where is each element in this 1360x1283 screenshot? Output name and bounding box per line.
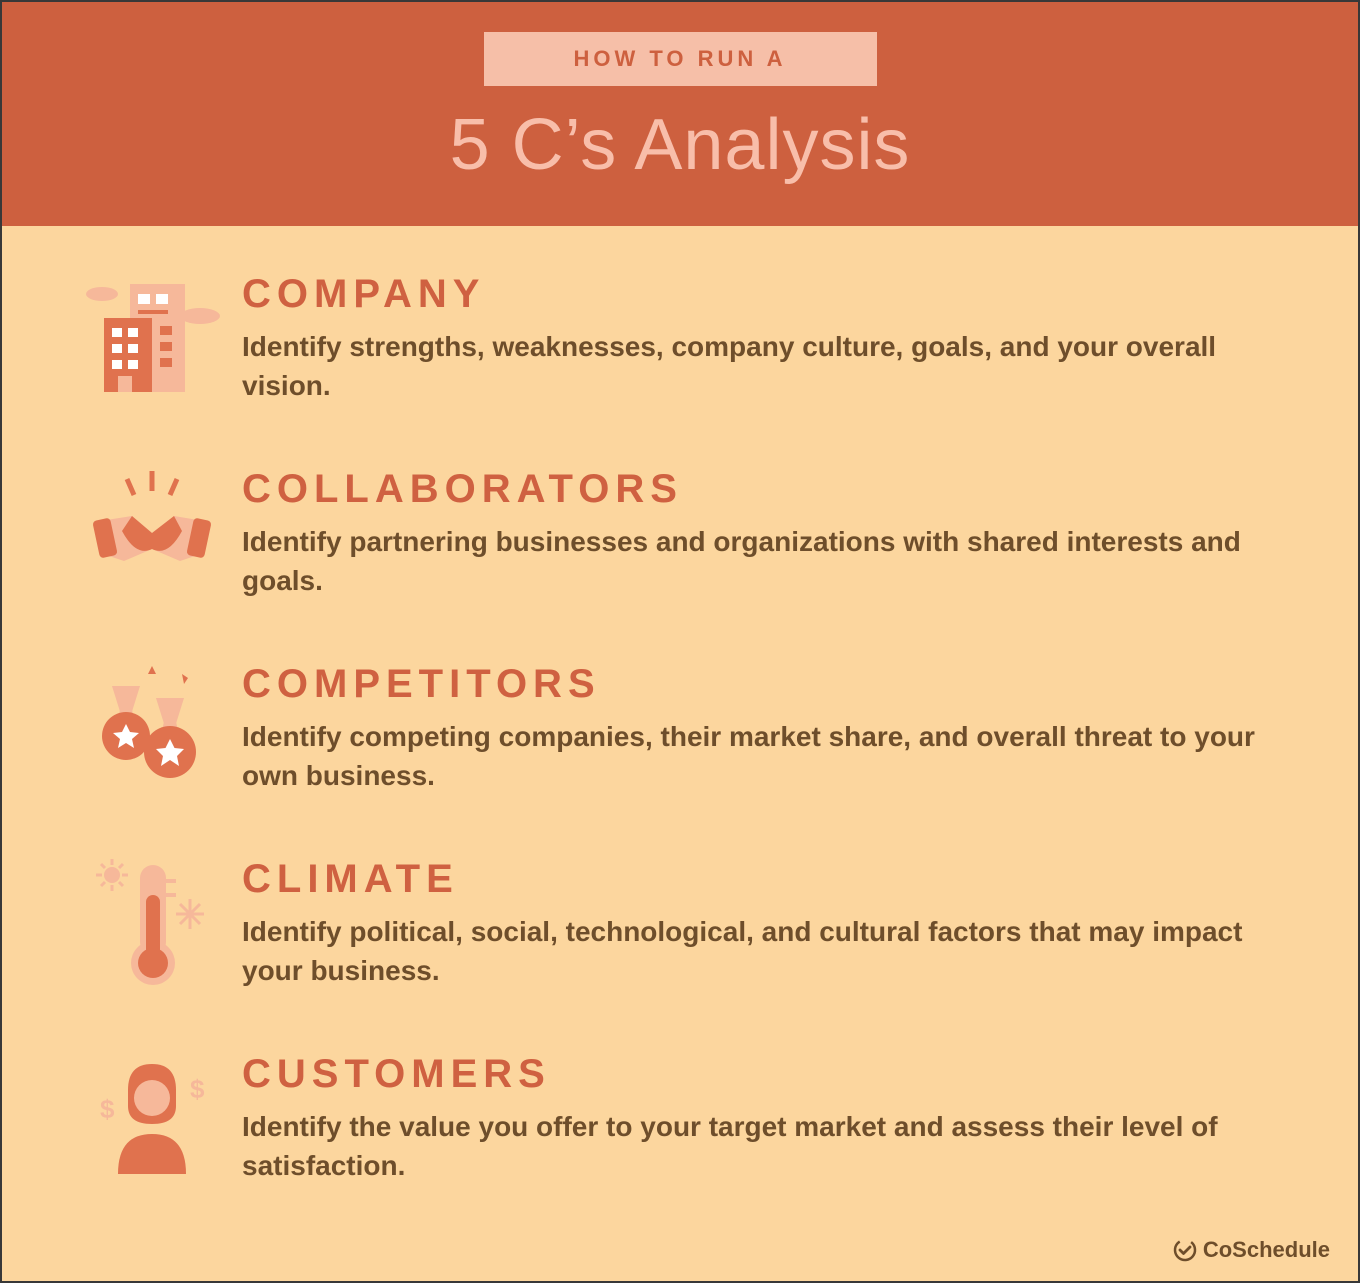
- item-heading: COMPETITORS: [242, 662, 1288, 707]
- list-item: COMPANY Identify strengths, weaknesses, …: [62, 266, 1288, 406]
- svg-text:$: $: [190, 1074, 205, 1104]
- item-description: Identify the value you offer to your tar…: [242, 1107, 1288, 1185]
- item-description: Identify partnering businesses and organ…: [242, 522, 1288, 600]
- title: 5 C’s Analysis: [2, 104, 1358, 186]
- item-heading: CUSTOMERS: [242, 1052, 1288, 1097]
- header: HOW TO RUN A 5 C’s Analysis: [2, 2, 1358, 226]
- item-description: Identify strengths, weaknesses, company …: [242, 327, 1288, 405]
- item-heading: CLIMATE: [242, 857, 1288, 902]
- item-description: Identify political, social, technologica…: [242, 912, 1288, 990]
- brand-label: CoSchedule: [1173, 1237, 1330, 1263]
- medals-icon: [62, 656, 242, 796]
- brand-text: CoSchedule: [1203, 1237, 1330, 1263]
- buildings-icon: [62, 266, 242, 406]
- item-description: Identify competing companies, their mark…: [242, 717, 1288, 795]
- item-heading: COLLABORATORS: [242, 467, 1288, 512]
- infographic-container: HOW TO RUN A 5 C’s Analysis: [0, 0, 1360, 1283]
- body: COMPANY Identify strengths, weaknesses, …: [2, 226, 1358, 1281]
- thermometer-icon: [62, 851, 242, 991]
- brand-check-icon: [1173, 1238, 1197, 1262]
- list-item: COMPETITORS Identify competing companies…: [62, 656, 1288, 796]
- svg-text:$: $: [100, 1094, 115, 1124]
- list-item: $ $ CUSTOMERS Identify the value you off…: [62, 1046, 1288, 1186]
- customer-icon: $ $: [62, 1046, 242, 1186]
- list-item: CLIMATE Identify political, social, tech…: [62, 851, 1288, 991]
- handshake-icon: [62, 461, 242, 601]
- list-item: COLLABORATORS Identify partnering busine…: [62, 461, 1288, 601]
- subtitle: HOW TO RUN A: [484, 32, 877, 86]
- item-heading: COMPANY: [242, 272, 1288, 317]
